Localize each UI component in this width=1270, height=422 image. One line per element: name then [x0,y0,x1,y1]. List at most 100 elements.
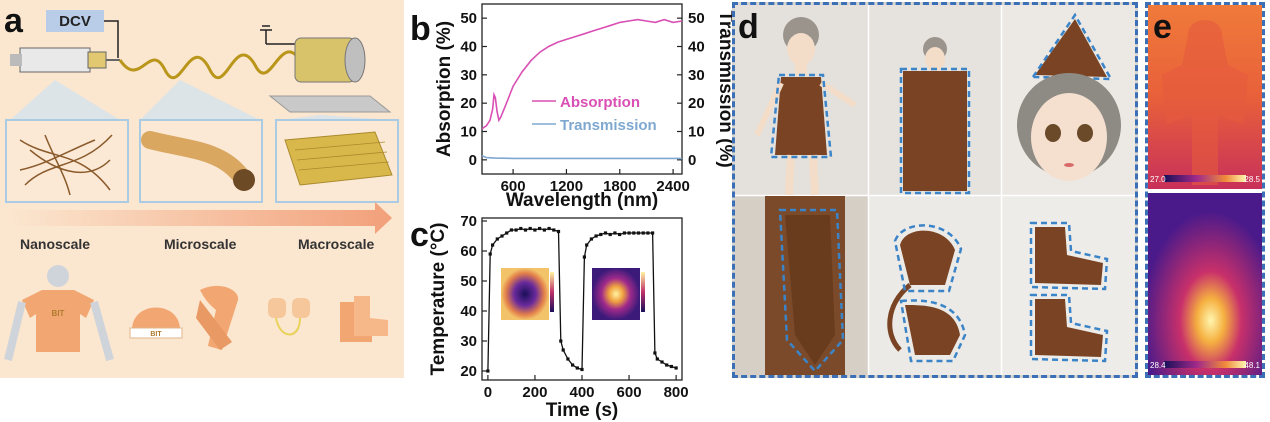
thermal-bottom-min: 28.4 [1150,361,1166,370]
data-point-temperature [608,232,612,237]
panel-label-d: d [738,8,759,46]
fabric-icon [284,131,393,186]
y-tick-label-b: 0 [469,152,477,169]
panel-d-photos [732,2,1138,378]
y2-tick-label-b: 20 [688,95,705,112]
plot-frame-b [481,3,683,175]
data-point-temperature [575,366,579,370]
x-axis-label-c: Time (s) [546,400,619,421]
data-point-temperature [495,237,499,241]
y2-tick-label-b: 10 [688,124,705,141]
tshirt-text: BIT [52,309,65,318]
y-tick-label-b: 50 [460,10,477,27]
gloves-photo [887,224,967,363]
syringe-icon [19,47,91,73]
y2-tick-label-b: 0 [688,152,696,169]
data-point-temperature [589,237,593,241]
collector-base [268,95,392,113]
data-point-temperature [655,357,659,361]
y-tick-label-c: 50 [460,273,477,290]
thermal-bottom [1148,193,1262,375]
data-point-temperature [641,231,645,235]
dcv-label: DCV [59,13,91,30]
scale-label-micro: Microscale [164,236,237,252]
thermal-bottom-max: 48.1 [1244,361,1260,370]
data-point-temperature [500,234,504,238]
data-point-temperature [627,231,631,235]
scale-arrow [10,202,392,234]
dcv-box [46,10,104,32]
data-point-temperature [653,351,657,355]
thermal-scale-top [1164,175,1246,182]
data-point-temperature [618,232,622,237]
y-tick-label-b: 40 [460,39,477,56]
panel-e-thermal: 27.0 28.5 28.4 48.1 [1145,2,1265,378]
data-point-temperature [514,228,518,232]
y-tick-label-c: 20 [460,363,477,380]
data-point-temperature [674,366,678,370]
doll-sack-photo [899,37,971,195]
yarn-icon [141,131,249,184]
y-tick-label-b: 30 [460,67,477,84]
thermal-inset-2 [592,268,640,320]
y2-tick-label-b: 30 [688,67,705,84]
data-point-temperature [488,252,492,256]
x-tick-label-b: 2400 [656,178,689,195]
data-point-temperature [519,226,523,231]
x-tick-label-c: 600 [617,384,642,401]
series-line-absorption [481,18,683,130]
y-tick-label-c: 30 [460,333,477,350]
y-tick-label-c: 70 [460,213,477,230]
y-axis-label-b: Absorption (%) [434,21,455,157]
data-point-temperature [636,231,641,235]
x-tick-label-c: 400 [569,384,594,401]
data-point-temperature [528,226,532,231]
thermal-top-max: 28.5 [1244,175,1260,184]
data-point-temperature [646,231,650,235]
socks-photo [1029,221,1109,363]
data-point-temperature [571,363,575,367]
panel-a-schematic: DCV [0,0,404,378]
data-point-temperature [561,348,565,352]
data-point-temperature [552,228,556,232]
x-tick-label-c: 200 [522,384,547,401]
x-tick-label-b: 600 [501,178,526,195]
x-axis-label-b: Wavelength (nm) [506,190,658,210]
data-point-temperature [559,339,563,343]
svg-text:BIT: BIT [150,331,162,338]
data-point-temperature [542,228,546,232]
data-point-temperature [486,369,490,373]
y-tick-label-b: 10 [460,124,477,141]
panel-label-c: c [410,216,429,254]
legend-absorption: Absorption [560,94,640,111]
panel-label-b: b [410,10,431,48]
data-point-temperature [651,231,655,235]
data-point-temperature [538,226,542,231]
x-tick-label-c: 800 [664,384,689,401]
x-tick-label-b: 1800 [603,178,636,195]
data-point-temperature [594,234,598,238]
scale-label-macro: Macroscale [298,236,374,252]
data-point-temperature [665,363,669,367]
data-point-temperature [566,357,570,361]
data-point-temperature [505,231,509,235]
data-point-temperature [509,228,513,232]
x-tick-label-b: 1200 [550,178,583,195]
doll-scarf-photo [765,196,845,375]
data-point-temperature [491,243,495,247]
data-point-temperature [547,226,551,231]
series-line-transmission [481,154,682,160]
thermal-top-min: 27.0 [1150,175,1166,184]
y-tick-label-b: 20 [460,95,477,112]
data-point-temperature [580,367,584,372]
hat-icon: BIT [129,307,183,339]
nanoscale-box [5,119,129,203]
data-point-temperature [613,231,617,235]
temperature-chart: c 20 30 40 50 60 70 0 200 400 600 800 Time (s) Te… [410,213,689,421]
y-axis-label-c: Temperature (°C) [428,223,449,376]
scarf-icon [196,285,239,350]
doll-hat-photo [1017,12,1121,181]
data-point-temperature [669,364,673,369]
thermal-inset-1 [501,268,549,320]
scale-label-nano: Nanoscale [20,236,90,252]
